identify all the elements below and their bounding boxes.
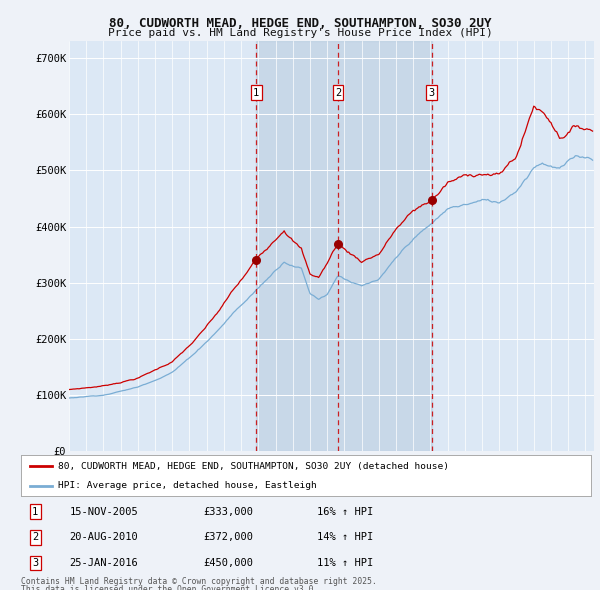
Text: 14% ↑ HPI: 14% ↑ HPI	[317, 532, 374, 542]
Text: 11% ↑ HPI: 11% ↑ HPI	[317, 558, 374, 568]
Text: 15-NOV-2005: 15-NOV-2005	[70, 507, 138, 517]
Text: Price paid vs. HM Land Registry's House Price Index (HPI): Price paid vs. HM Land Registry's House …	[107, 28, 493, 38]
Text: 80, CUDWORTH MEAD, HEDGE END, SOUTHAMPTON, SO30 2UY (detached house): 80, CUDWORTH MEAD, HEDGE END, SOUTHAMPTO…	[58, 462, 449, 471]
Text: Contains HM Land Registry data © Crown copyright and database right 2025.: Contains HM Land Registry data © Crown c…	[21, 577, 377, 586]
Text: 2: 2	[335, 87, 341, 97]
Text: 80, CUDWORTH MEAD, HEDGE END, SOUTHAMPTON, SO30 2UY: 80, CUDWORTH MEAD, HEDGE END, SOUTHAMPTO…	[109, 17, 491, 30]
Text: 1: 1	[32, 507, 38, 517]
Text: £450,000: £450,000	[203, 558, 253, 568]
Text: £333,000: £333,000	[203, 507, 253, 517]
Bar	[256, 41, 432, 451]
Text: 3: 3	[429, 87, 435, 97]
Text: This data is licensed under the Open Government Licence v3.0.: This data is licensed under the Open Gov…	[21, 585, 319, 590]
Text: HPI: Average price, detached house, Eastleigh: HPI: Average price, detached house, East…	[58, 481, 317, 490]
Text: 25-JAN-2016: 25-JAN-2016	[70, 558, 138, 568]
Text: 20-AUG-2010: 20-AUG-2010	[70, 532, 138, 542]
Text: 3: 3	[32, 558, 38, 568]
Text: 1: 1	[253, 87, 259, 97]
Text: £372,000: £372,000	[203, 532, 253, 542]
Text: 2: 2	[32, 532, 38, 542]
Text: 16% ↑ HPI: 16% ↑ HPI	[317, 507, 374, 517]
